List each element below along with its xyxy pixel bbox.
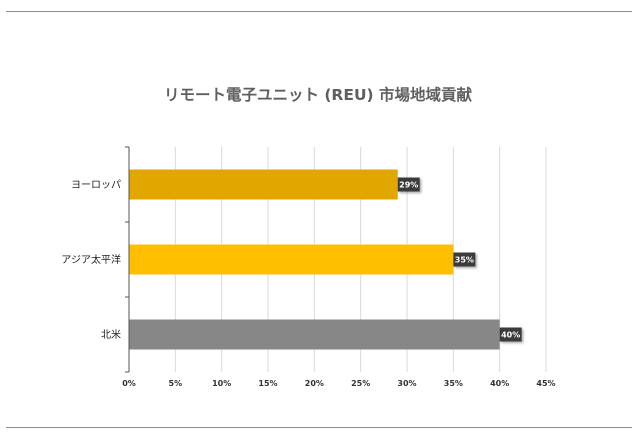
bar	[129, 169, 398, 200]
bar	[129, 244, 454, 275]
chart-title: リモート電子ユニット (REU) 市場地域貢献	[164, 85, 473, 104]
data-label: 29%	[397, 177, 420, 192]
x-tick-label: 10%	[212, 379, 231, 388]
x-tick-label: 30%	[397, 379, 416, 388]
top-rule	[6, 11, 632, 12]
data-label: 40%	[499, 327, 522, 342]
category-label: 北米	[101, 328, 121, 341]
labels: 0% 5% 10% 15% 20% 25% 30% 35% 40% 45% ヨーロッパ 29% アジア太…	[61, 177, 556, 388]
x-tick-label: 40%	[490, 379, 509, 388]
bar	[129, 319, 500, 350]
x-tick-label: 35%	[444, 379, 463, 388]
axes	[125, 146, 130, 373]
data-label-box	[499, 327, 522, 342]
bottom-rule	[6, 427, 632, 428]
bars	[129, 169, 500, 350]
data-label-text: 40%	[501, 331, 520, 340]
data-label-box	[397, 177, 420, 192]
x-tick-label: 20%	[305, 379, 324, 388]
data-label: 35%	[453, 252, 476, 267]
x-tick-label: 0%	[122, 379, 136, 388]
x-tick-label: 45%	[536, 379, 555, 388]
data-label-text: 35%	[455, 256, 474, 265]
x-tick-label: 5%	[169, 379, 183, 388]
x-tick-label: 15%	[258, 379, 277, 388]
x-tick-label: 25%	[351, 379, 370, 388]
category-label: ヨーロッパ	[71, 179, 121, 191]
data-label-text: 29%	[399, 181, 418, 190]
data-label-box	[453, 252, 476, 267]
category-label: アジア太平洋	[61, 253, 121, 266]
